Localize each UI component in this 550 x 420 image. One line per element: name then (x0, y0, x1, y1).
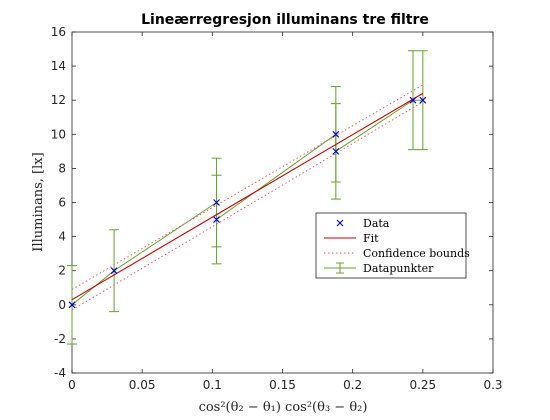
x-tick-label: 0.1 (203, 378, 222, 392)
data-point-stroke-b (68, 301, 76, 309)
y-tick-label: 16 (51, 25, 66, 39)
y-tick-label: 4 (58, 230, 66, 244)
fit-line (71, 92, 424, 301)
legend-label: Datapunkter (363, 262, 434, 275)
legend: Data Fit Confidence bounds Datapunkter (315, 212, 470, 279)
x-tick-label: 0 (68, 378, 76, 392)
legend-label: Data (363, 217, 390, 230)
x-tick-label: 0.15 (269, 378, 296, 392)
data-point (332, 130, 340, 138)
x-tick-label: 0.3 (483, 378, 502, 392)
x-tick-label: 0.25 (409, 378, 436, 392)
data-point (332, 147, 340, 155)
data-point-stroke-b (332, 147, 340, 155)
y-tick-label: 6 (58, 196, 66, 210)
x-tick-label: 0.2 (343, 378, 362, 392)
data-point (409, 96, 417, 104)
errorbar-series-line (71, 99, 423, 306)
data-point-stroke-b (213, 199, 220, 206)
y-tick-label: -2 (54, 332, 66, 346)
y-tick-label: -4 (54, 366, 66, 380)
y-tick-label: 10 (51, 127, 66, 141)
plot-area: 0 0.05 0.1 0.15 0.2 0.25 0.3 -4 -2 0 2 4 6 8 10 12 14 16 (51, 25, 503, 392)
data-point-stroke-b (409, 96, 417, 104)
data-point-stroke-b (110, 267, 118, 275)
y-tick-label: 2 (58, 264, 66, 278)
data-point (213, 199, 220, 206)
data-point-stroke-b (419, 96, 427, 104)
data-point (110, 267, 118, 275)
data-point-stroke-b (213, 216, 220, 223)
data-point (419, 96, 427, 104)
legend-label: Confidence bounds (363, 247, 470, 260)
y-tick-label: 8 (58, 161, 66, 175)
legend-label: Fit (363, 232, 379, 245)
legend-marker-data-b (336, 219, 344, 227)
y-tick-label: 14 (51, 59, 66, 73)
y-tick-label: 0 (58, 298, 66, 312)
chart-title: Lineærregresjon illuminans tre filtre (141, 12, 429, 28)
data-point (68, 301, 76, 309)
x-tick-label: 0.05 (129, 378, 156, 392)
data-point (213, 216, 220, 223)
x-axis-label: cos²(θ₂ − θ₁) cos²(θ₃ − θ₂) (199, 400, 368, 415)
y-tick-label: 12 (51, 93, 66, 107)
y-axis-label: Illuminans, [lx] (31, 152, 46, 251)
data-point-stroke-b (332, 130, 340, 138)
